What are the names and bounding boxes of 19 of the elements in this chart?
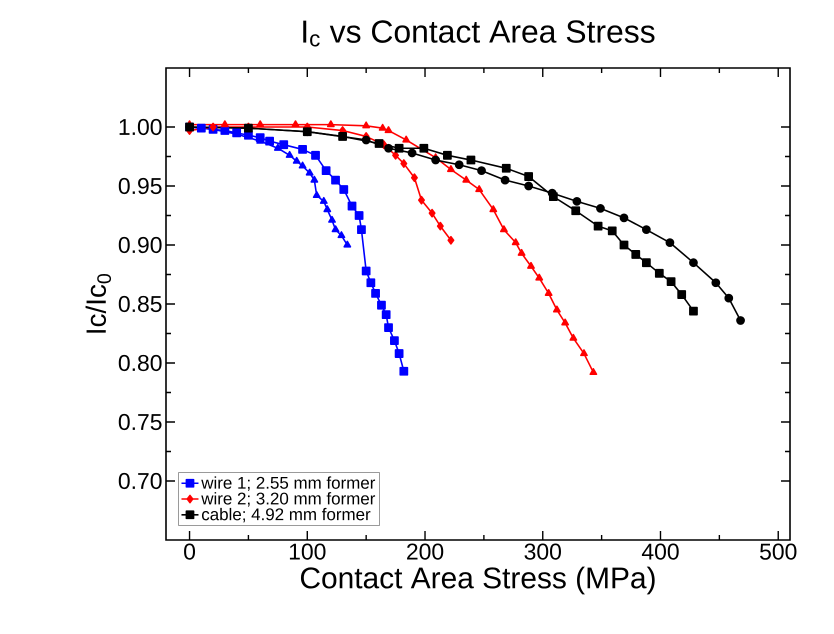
- legend-label: wire 2; 3.20 mm former: [201, 492, 376, 507]
- chart-title: I$_{c}$ vs Contact Area Stress: [303, 20, 654, 46]
- y-tick-label: 0.95: [118, 178, 162, 194]
- x-tick-label: 200: [407, 544, 444, 560]
- x-axis-title: Contact Area Stress (MPa): [300, 566, 655, 594]
- x-tick-label: 100: [290, 544, 326, 560]
- y-tick-label: 0.70: [118, 472, 162, 490]
- y-tick-label: 0.85: [118, 296, 162, 312]
- x-tick-label: 300: [524, 544, 561, 560]
- legend-label: wire 1; 2.55 mm former: [201, 476, 376, 491]
- y-axis-title: Ic/Ic$_{0}$: [86, 274, 112, 333]
- y-tick-label: 0.90: [118, 236, 162, 254]
- legend-label: cable; 4.92 mm former: [202, 508, 370, 522]
- y-tick-label: 0.80: [118, 354, 162, 372]
- y-tick-label: 0.75: [118, 414, 162, 430]
- x-tick-label: 500: [760, 544, 796, 560]
- y-tick-label: 1.00: [120, 118, 162, 136]
- x-tick-label: 400: [642, 544, 679, 560]
- x-tick-label: 0: [184, 544, 196, 560]
